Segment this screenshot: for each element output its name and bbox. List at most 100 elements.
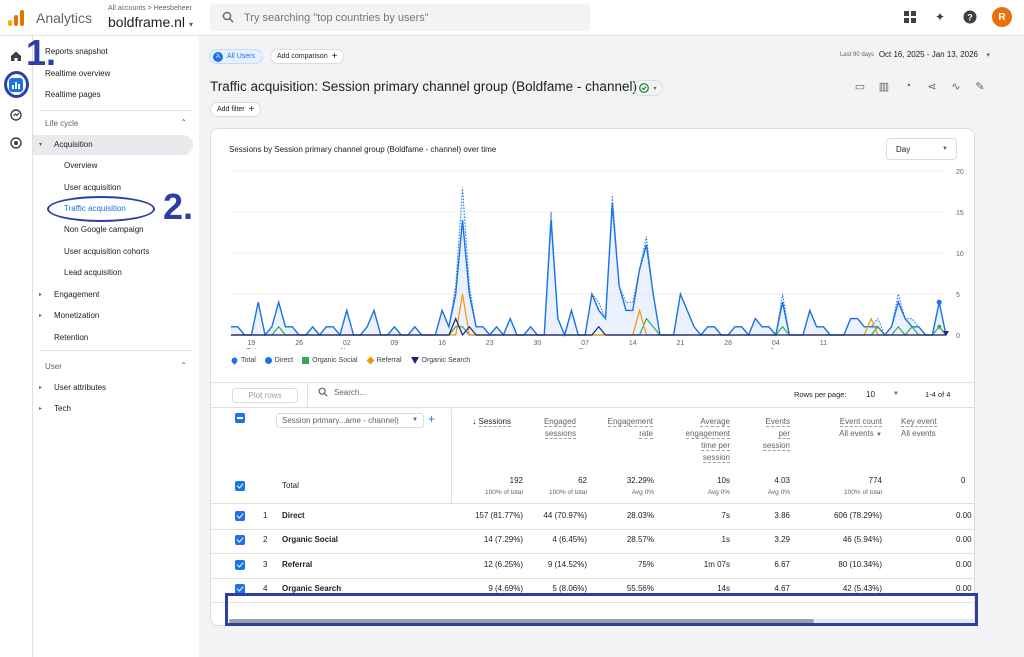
help-icon[interactable]: ? <box>962 9 978 25</box>
legend-organic-social[interactable]: Organic Social <box>302 357 358 364</box>
horizontal-scrollbar-thumb[interactable] <box>229 619 814 623</box>
annotation-rect-scrollbar <box>225 593 978 626</box>
col-engagement-rate[interactable]: Engagement rate <box>596 416 653 440</box>
nav-lead-acquisition[interactable]: Lead acquisition <box>64 268 122 277</box>
sessions-line-chart[interactable]: 20 15 10 5 0 19Oct 26 02Nov 09 16 23 30 07Dec 14 21 28 0… <box>211 159 975 349</box>
nav-non-google-campaign[interactable]: Non Google campaign <box>64 225 144 234</box>
col-event-count-filter[interactable]: All events <box>839 429 874 438</box>
col-event-count[interactable]: Event count All events ▼ <box>812 416 882 441</box>
row-dimension-label[interactable]: Organic Search <box>282 584 342 593</box>
row-dimension-label[interactable]: Direct <box>282 511 305 520</box>
nav-user-attributes[interactable]: ▸ User attributes <box>33 378 193 398</box>
nav-reports-snapshot[interactable]: Reports snapshot <box>45 47 108 56</box>
series-end-point <box>937 324 942 329</box>
all-users-chip[interactable]: A All Users <box>209 49 264 64</box>
table-cell: 3.86 <box>774 511 790 520</box>
table-cell: 14s <box>717 584 730 593</box>
row-checkbox[interactable] <box>235 560 245 570</box>
report-card: Sessions by Session primary channel grou… <box>210 128 975 626</box>
search-bar[interactable] <box>210 4 590 31</box>
row-dimension-label[interactable]: Referral <box>282 560 313 569</box>
nav-user-acquisition-cohorts[interactable]: User acquisition cohorts <box>64 247 150 256</box>
avatar[interactable]: R <box>992 7 1012 27</box>
x-tick-label: 21 <box>677 340 685 347</box>
trend-icon[interactable]: ∿ <box>951 80 961 93</box>
nav-tech[interactable]: ▸ Tech <box>33 399 193 419</box>
caret-down-icon[interactable]: ▾ <box>986 52 990 59</box>
table-cell: 9 (4.69%) <box>488 584 523 593</box>
col-events-per-session[interactable]: Events per session <box>756 416 790 452</box>
row-checkbox[interactable] <box>235 511 245 521</box>
share-icon[interactable]: ⋖ <box>927 80 937 93</box>
table-cell: 9 (14.52%) <box>547 560 587 569</box>
x-tick-label: 26 <box>295 340 303 347</box>
insights-sparkle-icon[interactable]: ✦ <box>934 10 946 24</box>
account-breadcrumb[interactable]: All accounts > Heesbeheer <box>108 5 192 12</box>
legend-direct[interactable]: Direct <box>264 357 293 364</box>
explore-icon[interactable] <box>8 107 24 123</box>
caret-down-icon[interactable]: ▼ <box>893 391 899 397</box>
nav-retention[interactable]: Retention <box>54 333 89 342</box>
add-comparison-button[interactable]: Add comparison + <box>270 49 345 64</box>
insights-icon[interactable]: ◔ <box>904 80 912 92</box>
x-tick-label: 02 <box>343 340 351 347</box>
add-dimension-plus-icon[interactable]: + <box>428 412 436 426</box>
date-range-picker[interactable]: Oct 16, 2025 - Jan 13, 2026 <box>878 50 978 59</box>
legend-referral[interactable]: Referral <box>366 356 402 365</box>
granularity-select[interactable]: Day ▼ <box>886 138 957 160</box>
table-cell: 1m 07s <box>703 560 730 569</box>
analytics-logo-icon[interactable] <box>8 10 26 26</box>
select-all-checkbox[interactable] <box>235 413 245 423</box>
table-cell: 55.56% <box>626 584 654 593</box>
compare-columns-icon[interactable]: ▥ <box>878 80 890 93</box>
y-tick-label: 15 <box>956 210 964 217</box>
total-checkbox[interactable] <box>235 481 245 491</box>
nav-engagement[interactable]: ▸ Engagement <box>33 285 193 305</box>
nav-acquisition-overview[interactable]: Overview <box>64 161 98 170</box>
row-checkbox[interactable] <box>235 584 245 594</box>
series-organic-search-line <box>231 317 946 337</box>
divider <box>307 382 308 407</box>
nav-realtime-pages[interactable]: Realtime pages <box>45 90 101 99</box>
row-checkbox[interactable] <box>235 535 245 545</box>
caret-down-icon[interactable]: ▼ <box>876 432 882 438</box>
legend-marker-icon <box>302 357 310 364</box>
col-avg-engagement-time[interactable]: Average engagement time per session <box>680 416 730 464</box>
table-search-input[interactable]: Search... <box>334 387 367 397</box>
customize-report-icon[interactable]: ▭ <box>854 80 866 93</box>
row-divider <box>211 529 974 530</box>
chevron-up-icon[interactable]: ⌃ <box>180 118 187 127</box>
col-key-events[interactable]: Key event All events <box>901 416 974 440</box>
chart-legend: Total Direct Organic Social Referral Organic… <box>230 356 470 365</box>
search-icon <box>318 387 328 397</box>
legend-total[interactable]: Total <box>230 356 256 365</box>
dimension-select[interactable]: Session primary...ame - channel) ▼ <box>276 413 424 428</box>
add-filter-button[interactable]: Add filter + <box>210 102 262 117</box>
plot-rows-button[interactable]: Plot rows <box>232 388 298 403</box>
col-sessions[interactable]: ↓ Sessions <box>451 416 511 428</box>
nav-user-acquisition[interactable]: User acquisition <box>64 183 121 192</box>
reports-nav: Reports snapshot Realtime overview Realt… <box>33 36 199 657</box>
nav-monetization[interactable]: ▸ Monetization <box>33 306 193 326</box>
nav-acquisition[interactable]: ▾ Acquisition <box>33 135 193 155</box>
row-dimension-label[interactable]: Organic Social <box>282 535 339 544</box>
rows-per-page-select[interactable]: 10 <box>866 390 875 399</box>
nav-realtime-overview[interactable]: Realtime overview <box>45 69 111 78</box>
edit-pencil-icon[interactable]: ✎ <box>975 80 985 93</box>
advertising-icon[interactable] <box>8 135 24 151</box>
legend-organic-search[interactable]: Organic Search <box>410 357 470 364</box>
total-value: 0 <box>961 476 966 485</box>
table-search[interactable]: Search... <box>318 387 366 397</box>
account-selector[interactable]: boldframe.nl ▾ <box>108 14 193 30</box>
y-tick-label: 10 <box>956 251 964 258</box>
row-number: 2 <box>263 535 268 544</box>
table-cell: 7s <box>721 511 730 520</box>
home-icon[interactable] <box>8 48 24 64</box>
chevron-up-icon[interactable]: ⌃ <box>180 361 187 370</box>
col-key-events-filter[interactable]: All events <box>901 429 936 438</box>
table-cell: 28.03% <box>626 511 654 520</box>
col-engaged-sessions[interactable]: Engaged sessions <box>521 416 576 440</box>
report-status-button[interactable]: ▾ <box>633 80 663 96</box>
search-input[interactable] <box>244 9 574 26</box>
apps-grid-icon[interactable] <box>902 9 918 25</box>
